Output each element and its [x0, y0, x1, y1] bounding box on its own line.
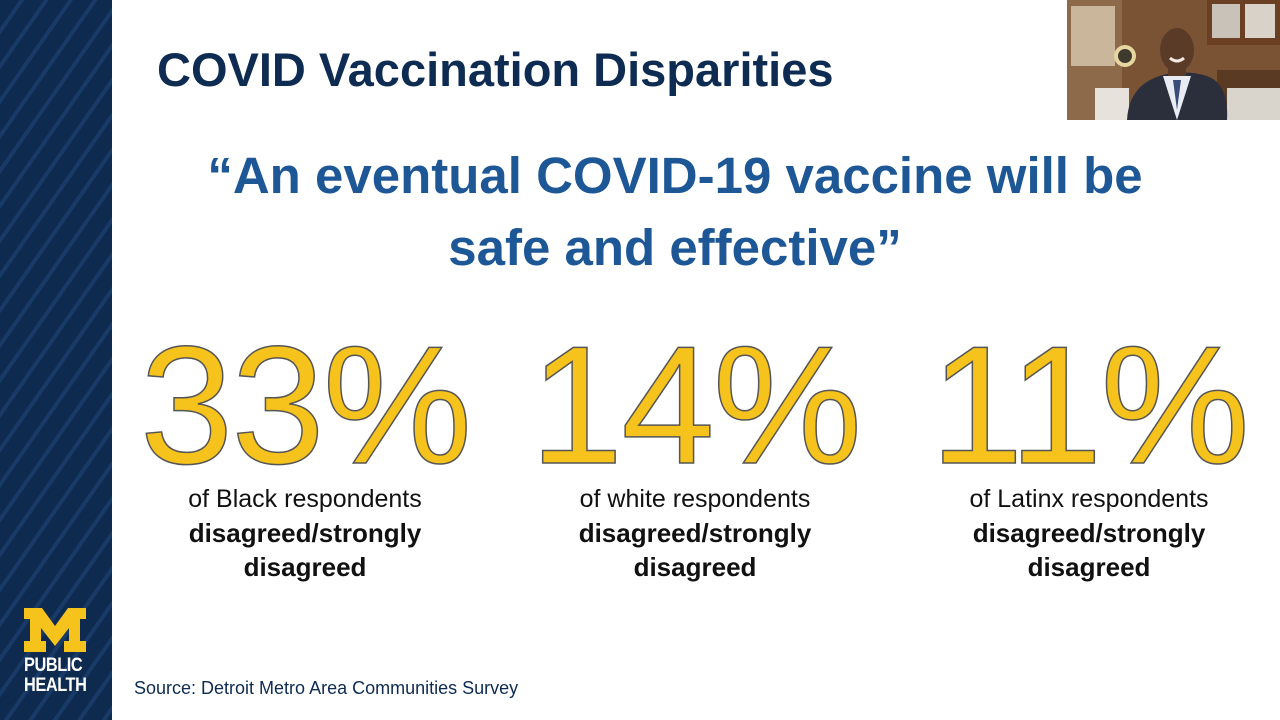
survey-quote: “An eventual COVID-19 vaccine will be sa… [120, 140, 1230, 284]
stat-group: of white respondents [579, 485, 811, 513]
stat-group: of Latinx respondents [969, 485, 1209, 513]
quote-line-2: safe and effective” [448, 219, 902, 276]
stat-response-line1: disagreed/strongly [578, 518, 812, 548]
logo-text-health: HEALTH [24, 675, 87, 696]
presenter-video-icon [1067, 0, 1280, 120]
block-m-icon [24, 608, 86, 652]
stat-response-line2: disagreed [243, 552, 367, 582]
stat-latinx: 11% of Latinx respondents disagreed/stro… [909, 311, 1269, 584]
sidebar-band: PUBLIC HEALTH [0, 0, 112, 720]
stat-response-line1: disagreed/strongly [188, 518, 422, 548]
university-logo: PUBLIC HEALTH [24, 608, 88, 696]
source-citation: Source: Detroit Metro Area Communities S… [134, 678, 519, 698]
slide-title: COVID Vaccination Disparities [157, 43, 834, 96]
stat-black: 33% of Black respondents disagreed/stron… [125, 311, 485, 584]
stat-value: 11% [929, 311, 1250, 499]
stat-response-line2: disagreed [1027, 552, 1151, 582]
stat-response-line2: disagreed [633, 552, 757, 582]
stat-group: of Black respondents [188, 485, 422, 513]
quote-line-1: “An eventual COVID-19 vaccine will be [207, 147, 1143, 204]
presenter-video-tile[interactable] [1067, 0, 1280, 120]
logo-text-public: PUBLIC [24, 655, 83, 676]
stat-response-line1: disagreed/strongly [972, 518, 1206, 548]
stat-value: 33% [139, 311, 473, 499]
stat-white: 14% of white respondents disagreed/stron… [515, 311, 875, 584]
stat-value: 14% [529, 311, 863, 499]
